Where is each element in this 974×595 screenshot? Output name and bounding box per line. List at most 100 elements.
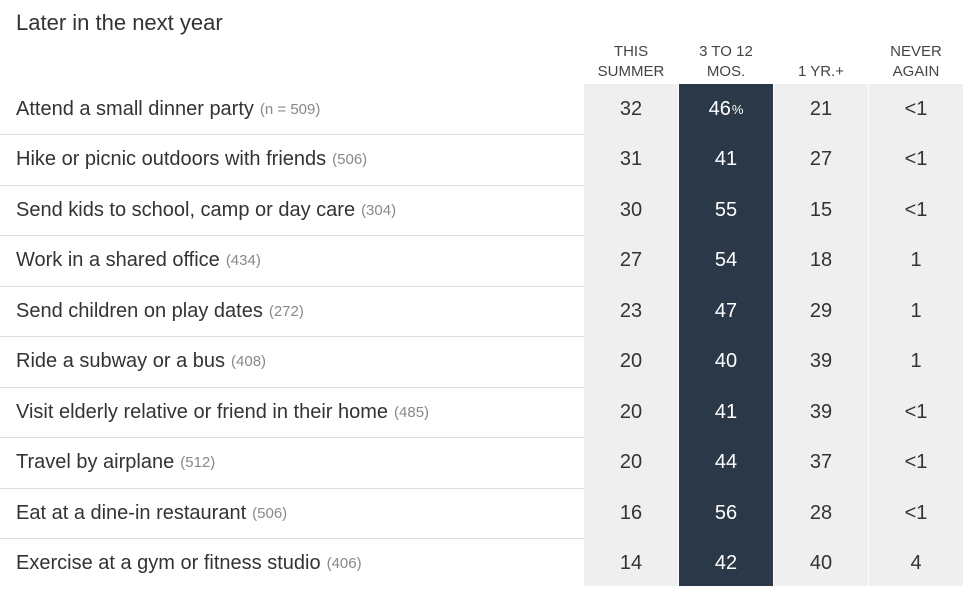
- value-cell: <1: [869, 84, 963, 134]
- value-cell: 23: [584, 286, 678, 336]
- row-divider: [0, 235, 584, 236]
- row-divider: [0, 336, 584, 337]
- value-text: 15: [809, 198, 833, 221]
- value-text: 29: [809, 299, 833, 322]
- column-header-line: MOS.: [706, 63, 746, 80]
- column-background: [774, 84, 868, 586]
- row-divider: [0, 184, 584, 186]
- value-cell: <1: [869, 135, 963, 185]
- percent-sign: %: [731, 101, 744, 117]
- value-text: 31: [619, 148, 643, 170]
- value-text: 30: [619, 198, 643, 221]
- column-header-line: THIS: [613, 43, 649, 60]
- value-text: 56: [714, 501, 738, 524]
- value-text: 39: [809, 400, 833, 423]
- value-text: 41: [714, 148, 738, 170]
- value-cell: <1: [869, 387, 963, 437]
- value-cell: 39: [774, 337, 868, 387]
- value-cell: 18: [774, 236, 868, 286]
- value-cell: 42: [679, 539, 773, 589]
- activity-label: Ride a subway or a bus: [16, 350, 226, 372]
- column-background: [679, 84, 773, 586]
- column-header-line: NEVER: [890, 43, 942, 60]
- column-header-line: 3 TO 12: [699, 43, 753, 60]
- activity-label: Hike or picnic outdoors with friends: [16, 148, 327, 170]
- value-cell: 29: [774, 286, 868, 336]
- value-cell: <1: [869, 488, 963, 538]
- value-cell: 27: [584, 236, 678, 286]
- column-background: [869, 84, 963, 586]
- value-text: 37: [809, 451, 833, 473]
- value-cell: <1: [869, 185, 963, 235]
- sample-size: (406): [326, 555, 362, 572]
- row-label: Exercise at a gym or fitness studio (406): [16, 539, 362, 589]
- row-label: Visit elderly relative or friend in thei…: [16, 387, 429, 437]
- value-text: <1: [904, 451, 928, 473]
- value-cell: 41: [679, 387, 773, 437]
- value-text: 46: [708, 97, 731, 120]
- value-cell: 54: [679, 236, 773, 286]
- column-header-line: SUMMER: [597, 63, 665, 80]
- value-text: 39: [809, 350, 833, 372]
- row-label: Attend a small dinner party (n = 509): [16, 84, 320, 134]
- column-header-text: 3 TO 12 MOS.: [699, 42, 753, 82]
- sample-size: (408): [231, 353, 267, 370]
- value-cell: 14: [584, 539, 678, 589]
- column-header: NEVER AGAIN: [869, 38, 963, 82]
- value-text: 4: [910, 552, 922, 574]
- value-text: 42: [714, 552, 738, 574]
- activity-label: Travel by airplane: [16, 451, 175, 473]
- value-cell: 41: [679, 135, 773, 185]
- value-cell: 20: [584, 337, 678, 387]
- value-text: 20: [619, 451, 643, 473]
- sample-size: (506): [332, 151, 368, 168]
- activity-label: Visit elderly relative or friend in thei…: [16, 400, 389, 423]
- sample-size: (304): [361, 201, 397, 219]
- value-text: <1: [904, 148, 928, 170]
- value-cell: 28: [774, 488, 868, 538]
- value-text: 18: [809, 249, 833, 271]
- column-background: [584, 84, 678, 586]
- column-header: THIS SUMMER: [584, 38, 678, 82]
- column-header-text: NEVER AGAIN: [890, 42, 942, 82]
- value-text: 47: [714, 299, 738, 322]
- value-cell: 20: [584, 438, 678, 488]
- value-text: <1: [904, 501, 928, 524]
- row-label: Work in a shared office (434): [16, 236, 261, 286]
- value-cell: 39: [774, 387, 868, 437]
- value-cell: <1: [869, 438, 963, 488]
- activity-label: Exercise at a gym or fitness studio: [16, 552, 321, 574]
- value-text: 28: [809, 501, 833, 524]
- value-text: <1: [904, 198, 928, 221]
- sample-size: (512): [180, 454, 216, 471]
- value-cell: 30: [584, 185, 678, 235]
- value-cell: 1: [869, 286, 963, 336]
- row-label: Travel by airplane (512): [16, 438, 215, 488]
- activity-label: Send kids to school, camp or day care: [16, 198, 356, 221]
- row-divider: [0, 285, 584, 287]
- value-cell: 20: [584, 387, 678, 437]
- value-text: 32: [619, 97, 643, 120]
- value-cell: 40: [774, 539, 868, 589]
- value-text: 1: [910, 350, 922, 372]
- row-label: Hike or picnic outdoors with friends (506…: [16, 135, 367, 185]
- value-cell: 16: [584, 488, 678, 538]
- value-text: 27: [619, 249, 643, 271]
- value-cell: 15: [774, 185, 868, 235]
- value-cell: 37: [774, 438, 868, 488]
- row-divider: [0, 386, 584, 388]
- value-text: 14: [619, 552, 643, 574]
- value-text: 1: [910, 299, 922, 322]
- value-text: 27: [809, 148, 833, 170]
- value-text: 20: [619, 350, 643, 372]
- value-cell: 1: [869, 236, 963, 286]
- value-text: <1: [904, 400, 928, 423]
- sample-size: (485): [394, 403, 430, 421]
- sample-size: (434): [225, 252, 261, 269]
- value-text: 23: [619, 299, 643, 322]
- activity-label: Eat at a dine-in restaurant: [16, 501, 247, 524]
- row-label: Ride a subway or a bus (408): [16, 337, 266, 387]
- chart-title: Later in the next year: [16, 10, 223, 35]
- row-label: Send children on play dates (272): [16, 286, 304, 336]
- value-cell: 46%: [679, 84, 773, 134]
